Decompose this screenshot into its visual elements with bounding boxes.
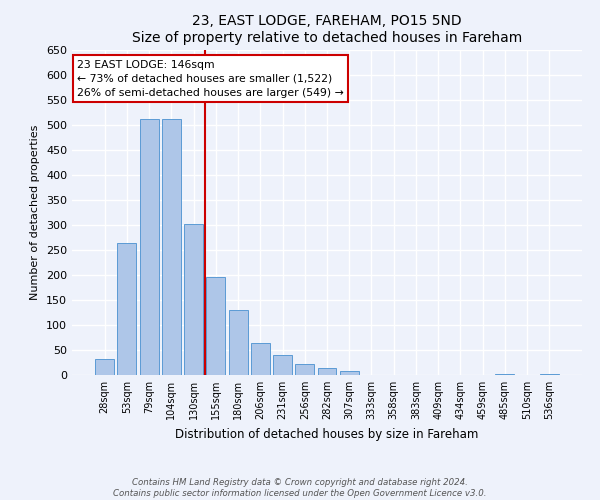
Bar	[317, 368, 337, 375]
Bar	[273, 355, 292, 375]
Bar	[229, 310, 248, 375]
Title: 23, EAST LODGE, FAREHAM, PO15 5ND
Size of property relative to detached houses i: 23, EAST LODGE, FAREHAM, PO15 5ND Size o…	[132, 14, 522, 44]
Bar	[184, 224, 203, 375]
Bar	[540, 374, 559, 375]
Bar	[340, 371, 359, 375]
Text: 23 EAST LODGE: 146sqm
← 73% of detached houses are smaller (1,522)
26% of semi-d: 23 EAST LODGE: 146sqm ← 73% of detached …	[77, 60, 344, 98]
Y-axis label: Number of detached properties: Number of detached properties	[31, 125, 40, 300]
Bar	[140, 119, 158, 375]
X-axis label: Distribution of detached houses by size in Fareham: Distribution of detached houses by size …	[175, 428, 479, 440]
Bar	[162, 119, 181, 375]
Text: Contains HM Land Registry data © Crown copyright and database right 2024.
Contai: Contains HM Land Registry data © Crown c…	[113, 478, 487, 498]
Bar	[295, 364, 314, 375]
Bar	[95, 359, 114, 375]
Bar	[496, 374, 514, 375]
Bar	[118, 242, 136, 375]
Bar	[251, 342, 270, 375]
Bar	[206, 277, 225, 375]
